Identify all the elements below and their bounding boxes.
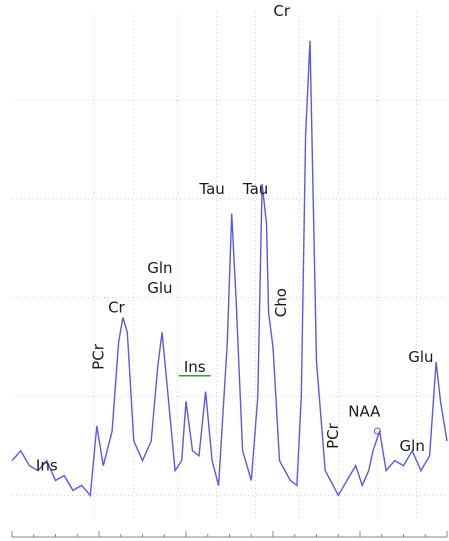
peak-label-6: Tau [198, 180, 224, 198]
peak-labels: Ins PCr Cr Gln Glu Ins Tau Tau Cr Cho PCr NAA Gln Glu [36, 2, 434, 474]
peak-label-2: Cr [108, 299, 125, 317]
peak-label-12: Gln [400, 437, 425, 455]
extra-marks [373, 427, 381, 435]
peak-label-11: NAA [348, 402, 381, 420]
series-line-spectrum [11, 40, 448, 497]
peak-label-9: Cho [272, 288, 290, 317]
peak-label-1: PCr [89, 343, 107, 370]
peak-label-10: PCr [324, 422, 342, 449]
peak-label-3: Gln [147, 259, 172, 277]
peak-label-7: Tau [242, 180, 268, 198]
peak-label-13: Glu [408, 348, 433, 366]
x-axis [11, 531, 448, 538]
peak-label-5: Ins [184, 358, 206, 376]
grid-lines [12, 12, 447, 520]
peak-label-4: Glu [147, 279, 172, 297]
peak-label-0: Ins [36, 457, 58, 475]
peak-label-8: Cr [273, 2, 290, 20]
naa-marker [373, 427, 381, 435]
